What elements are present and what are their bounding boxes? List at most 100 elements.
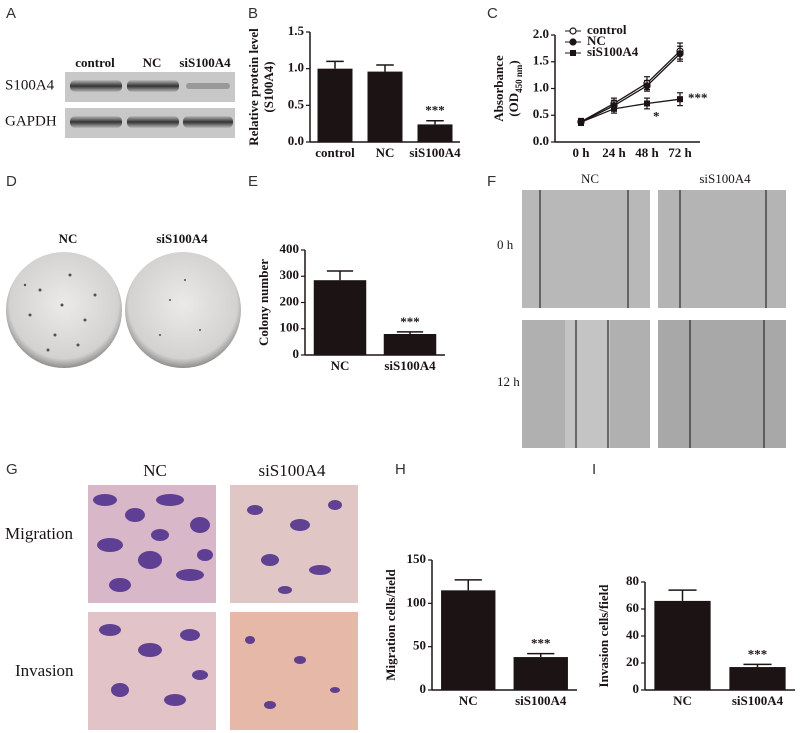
- y-tick-label: 20: [626, 654, 639, 669]
- point: [643, 82, 651, 90]
- legend-label: control: [587, 22, 627, 37]
- error-bar: [743, 663, 772, 668]
- bar: [367, 71, 403, 142]
- panel-letter: D: [6, 173, 17, 190]
- transwell-images: [88, 485, 358, 730]
- error-bar: [527, 652, 555, 658]
- column-label: siS100A4: [699, 171, 751, 186]
- panel-letter: E: [248, 173, 258, 190]
- row-label: 0 h: [497, 237, 514, 252]
- row-label: S100A4: [5, 77, 55, 93]
- y-tick-label: 40: [626, 627, 639, 642]
- x-tick-label: NC: [376, 145, 395, 160]
- column-label: NC: [581, 171, 599, 186]
- bar: [441, 590, 496, 690]
- row-label: 12 h: [497, 374, 520, 389]
- bar: [654, 600, 711, 690]
- y-axis-label: Invasion cells/field: [596, 584, 611, 688]
- y-axis-label: (OD450 nm): [506, 60, 524, 116]
- x-tick-label: siS100A4: [732, 693, 784, 708]
- error-bar: [376, 64, 394, 72]
- panel-letter: C: [487, 5, 498, 22]
- y-tick-label: 1.5: [533, 53, 550, 68]
- bar: [313, 280, 367, 355]
- y-tick-label: 1.5: [288, 23, 305, 38]
- column-label: siS100A4: [179, 55, 231, 70]
- column-label: NC: [143, 55, 162, 70]
- panel-letter: I: [592, 461, 596, 478]
- significance-label: *: [653, 108, 660, 123]
- column-label: siS100A4: [258, 461, 326, 480]
- y-tick-label: 0.5: [288, 96, 305, 111]
- legend-marker: [569, 27, 577, 35]
- row-label: Invasion: [15, 661, 74, 680]
- y-axis-label: Colony number: [256, 259, 271, 346]
- y-axis-label: Absorbance: [491, 55, 506, 122]
- y-tick-label: 100: [407, 594, 427, 609]
- x-tick-label: 24 h: [602, 145, 626, 160]
- y-tick-label: 80: [626, 573, 639, 588]
- y-tick-label: 0: [420, 681, 427, 696]
- significance-label: ***: [400, 314, 420, 329]
- panel-letter: H: [395, 461, 406, 478]
- error-bar: [326, 60, 344, 69]
- y-tick-label: 0: [633, 681, 640, 696]
- y-tick-label: 1.0: [533, 79, 549, 94]
- x-tick-label: 48 h: [635, 145, 659, 160]
- legend-marker: [569, 38, 577, 46]
- x-tick-label: NC: [673, 693, 692, 708]
- legend-marker: [570, 50, 576, 56]
- row-label: GAPDH: [5, 113, 57, 129]
- plate-label: siS100A4: [156, 231, 208, 246]
- y-tick-label: 2.0: [533, 26, 549, 41]
- y-tick-label: 60: [626, 600, 639, 615]
- y-axis-label: (S100A4): [261, 61, 276, 112]
- y-tick-label: 0: [293, 346, 300, 361]
- bar: [729, 667, 786, 690]
- bar: [317, 68, 353, 142]
- x-tick-label: 0 h: [573, 145, 591, 160]
- y-tick-label: 300: [280, 267, 300, 282]
- plate-label: NC: [59, 231, 78, 246]
- x-tick-label: NC: [331, 358, 350, 373]
- western-blot: [65, 72, 235, 138]
- bar: [513, 657, 568, 690]
- error-bar: [326, 270, 354, 281]
- y-axis-label-part: ): [506, 60, 521, 64]
- x-tick-label: NC: [459, 693, 478, 708]
- point: [676, 50, 684, 58]
- significance-label: ***: [531, 636, 551, 651]
- y-axis-label: Relative protein level: [246, 28, 261, 146]
- y-axis-label-part: 450 nm: [514, 64, 524, 93]
- y-tick-label: 100: [280, 320, 300, 335]
- line: [580, 98, 681, 123]
- panel-letter: F: [487, 173, 496, 190]
- legend-label: siS100A4: [587, 44, 639, 59]
- x-tick-label: siS100A4: [384, 358, 436, 373]
- point: [677, 96, 683, 103]
- error-bar: [396, 331, 424, 334]
- line: [580, 53, 681, 123]
- bar: [417, 124, 453, 142]
- column-label: NC: [143, 461, 167, 480]
- error-bar: [426, 119, 444, 125]
- point: [644, 100, 650, 107]
- panel-letter: A: [6, 5, 16, 22]
- y-tick-label: 400: [280, 241, 300, 256]
- wound-images: [522, 190, 786, 448]
- y-tick-label: 0.5: [533, 106, 550, 121]
- y-axis-label: Migration cells/field: [383, 568, 398, 680]
- y-tick-label: 200: [280, 293, 300, 308]
- line: [580, 50, 681, 123]
- colony-plates: [6, 252, 241, 368]
- panel-letter: G: [6, 461, 18, 478]
- panel-letter: B: [248, 5, 258, 22]
- bar: [383, 334, 437, 355]
- x-tick-label: siS100A4: [515, 693, 567, 708]
- point: [578, 119, 584, 126]
- significance-label: ***: [688, 90, 708, 105]
- y-tick-label: 0.0: [533, 133, 549, 148]
- y-tick-label: 0.0: [288, 133, 304, 148]
- significance-label: ***: [425, 103, 445, 118]
- row-label: Migration: [5, 524, 73, 543]
